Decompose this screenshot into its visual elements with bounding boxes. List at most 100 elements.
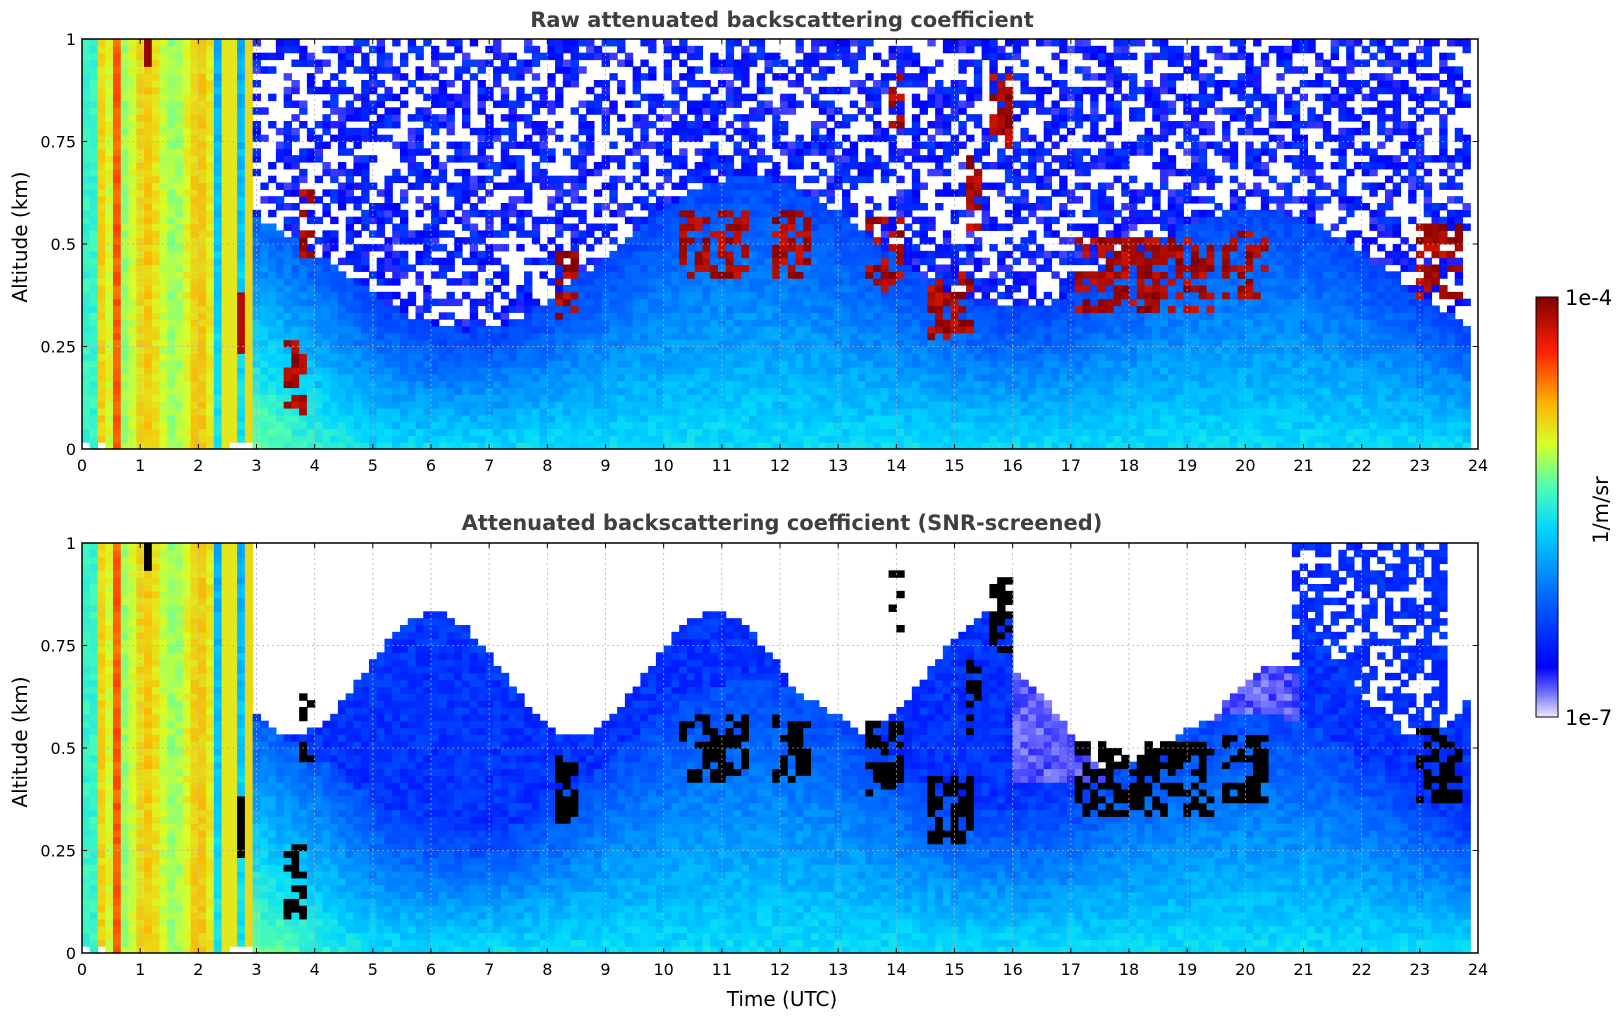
heatmap-cell [857, 278, 866, 286]
heatmap-cell [438, 66, 448, 74]
heatmap-cell [128, 373, 137, 382]
heatmap-cell [694, 421, 704, 430]
heatmap-cell [772, 435, 781, 443]
heatmap-cell [399, 435, 409, 443]
heatmap-cell [578, 305, 587, 313]
heatmap-cell [151, 237, 161, 245]
heatmap-cell [500, 216, 510, 225]
heatmap-cell [865, 39, 874, 47]
heatmap-cell [206, 250, 215, 259]
heatmap-cell [237, 59, 246, 67]
heatmap-cell [190, 155, 199, 163]
heatmap-cell [531, 148, 541, 156]
heatmap-cell [322, 257, 331, 266]
heatmap-cell [826, 442, 835, 450]
heatmap-cell [725, 339, 735, 348]
heatmap-cell [671, 237, 680, 245]
heatmap-cell [485, 360, 494, 368]
heatmap-cell [229, 401, 238, 409]
heatmap-cell [283, 264, 292, 272]
heatmap-cell [787, 414, 797, 423]
heatmap-cell [508, 326, 517, 334]
heatmap-cell [252, 332, 261, 341]
heatmap-cell [547, 346, 556, 354]
heatmap-cell [337, 148, 347, 156]
heatmap-cell [198, 230, 207, 238]
heatmap-cell [244, 86, 254, 95]
heatmap-cell [570, 230, 579, 238]
heatmap-cell [128, 387, 137, 395]
heatmap-cell [198, 414, 207, 423]
heatmap-cell [787, 80, 797, 88]
heatmap-cell [82, 435, 91, 443]
heatmap-cell [291, 257, 300, 266]
heatmap-cell [578, 196, 587, 204]
heatmap-cell [508, 162, 517, 170]
heatmap-cell [679, 326, 688, 334]
heatmap-cell [547, 373, 556, 382]
heatmap-cell [136, 298, 145, 307]
heatmap-cell [446, 326, 455, 334]
heatmap-cell [485, 332, 494, 341]
heatmap-cell [306, 360, 316, 368]
heatmap-cell [516, 421, 525, 430]
heatmap-cell [431, 353, 440, 361]
heatmap-cell [392, 353, 401, 361]
heatmap-cell [462, 319, 471, 327]
heatmap-cell [237, 209, 246, 218]
heatmap-cell [694, 353, 704, 361]
heatmap-cell [865, 278, 874, 286]
heatmap-cell [337, 168, 347, 177]
heatmap-cell [803, 230, 812, 238]
heatmap-cell [89, 387, 99, 395]
heatmap-cell [748, 387, 758, 395]
heatmap-cell [655, 408, 665, 416]
heatmap-cell [198, 168, 207, 177]
heatmap-cell [787, 230, 797, 238]
heatmap-cell [260, 298, 269, 307]
heatmap-cell [415, 278, 424, 286]
heatmap-cell [609, 373, 618, 382]
heatmap-cell [803, 196, 812, 204]
heatmap-cell [182, 216, 192, 225]
heatmap-cell [586, 45, 595, 54]
heatmap-cell [306, 59, 316, 67]
heatmap-cell [748, 373, 758, 382]
heatmap-cell [842, 285, 851, 293]
heatmap-cell [260, 66, 269, 74]
heatmap-cell [423, 39, 432, 47]
heatmap-cell [586, 121, 595, 129]
heatmap-cell [780, 278, 789, 286]
heatmap-cell [206, 121, 215, 129]
heatmap-cell [314, 353, 324, 361]
heatmap-cell [617, 257, 626, 266]
heatmap-cell [213, 408, 223, 416]
heatmap-cell [780, 209, 789, 218]
heatmap-cell [686, 387, 696, 395]
heatmap-cell [206, 339, 215, 348]
heatmap-cell [741, 73, 750, 81]
heatmap-cell [741, 319, 750, 327]
heatmap-cell [586, 168, 595, 177]
heatmap-cell [423, 298, 432, 307]
heatmap-cell [306, 127, 316, 136]
heatmap-cell [679, 264, 688, 272]
heatmap-cell [198, 285, 207, 293]
heatmap-cell [190, 66, 199, 74]
heatmap-cell [655, 332, 665, 341]
heatmap-cell [252, 428, 261, 436]
heatmap-cell [826, 257, 835, 266]
heatmap-cell [640, 305, 649, 313]
heatmap-cell [128, 93, 137, 102]
heatmap-cell [811, 414, 820, 423]
heatmap-cell [330, 339, 339, 348]
heatmap-cell [330, 189, 339, 197]
heatmap-cell [299, 121, 308, 129]
heatmap-cell [399, 52, 409, 61]
heatmap-cell [423, 114, 432, 122]
heatmap-cell [818, 271, 828, 279]
heatmap-cell [446, 332, 455, 341]
heatmap-cell [493, 346, 502, 354]
heatmap-cell [446, 387, 455, 395]
heatmap-cell [113, 332, 122, 341]
